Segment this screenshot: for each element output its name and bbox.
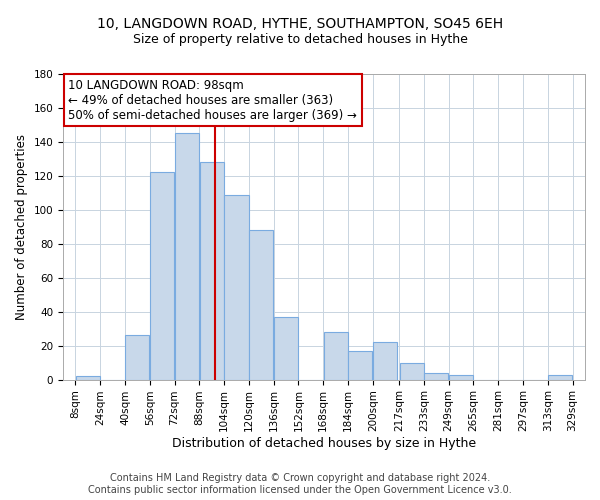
- Y-axis label: Number of detached properties: Number of detached properties: [15, 134, 28, 320]
- Bar: [323, 332, 347, 380]
- Bar: [400, 362, 424, 380]
- Text: 10, LANGDOWN ROAD, HYTHE, SOUTHAMPTON, SO45 6EH: 10, LANGDOWN ROAD, HYTHE, SOUTHAMPTON, S…: [97, 18, 503, 32]
- Bar: [224, 194, 248, 380]
- Text: Contains HM Land Registry data © Crown copyright and database right 2024.: Contains HM Land Registry data © Crown c…: [110, 473, 490, 483]
- Bar: [349, 350, 373, 380]
- Bar: [548, 374, 572, 380]
- Bar: [424, 373, 448, 380]
- Bar: [150, 172, 174, 380]
- Bar: [373, 342, 397, 380]
- Bar: [125, 336, 149, 380]
- Bar: [249, 230, 273, 380]
- Bar: [76, 376, 100, 380]
- Bar: [274, 317, 298, 380]
- Bar: [449, 374, 473, 380]
- Bar: [200, 162, 224, 380]
- Text: Size of property relative to detached houses in Hythe: Size of property relative to detached ho…: [133, 32, 467, 46]
- Bar: [175, 134, 199, 380]
- X-axis label: Distribution of detached houses by size in Hythe: Distribution of detached houses by size …: [172, 437, 476, 450]
- Text: 10 LANGDOWN ROAD: 98sqm
← 49% of detached houses are smaller (363)
50% of semi-d: 10 LANGDOWN ROAD: 98sqm ← 49% of detache…: [68, 78, 357, 122]
- Text: Contains public sector information licensed under the Open Government Licence v3: Contains public sector information licen…: [88, 485, 512, 495]
